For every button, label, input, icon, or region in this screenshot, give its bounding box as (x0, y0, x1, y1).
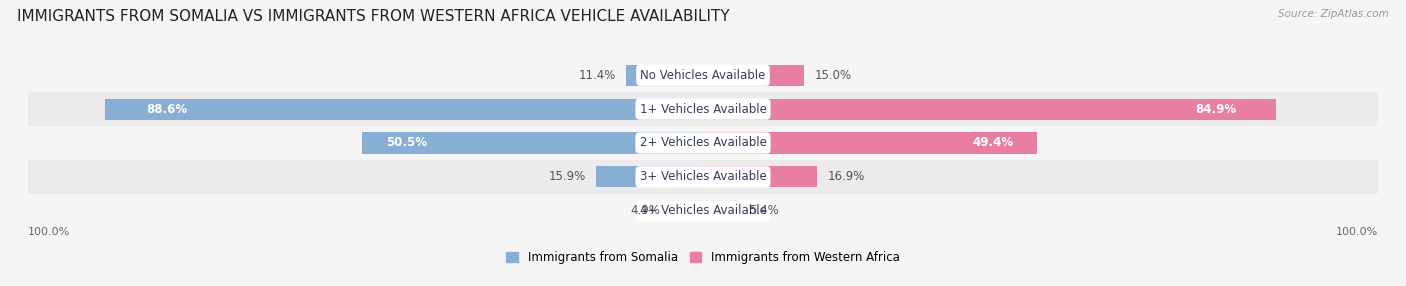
Text: Source: ZipAtlas.com: Source: ZipAtlas.com (1278, 9, 1389, 19)
Text: 15.9%: 15.9% (548, 170, 585, 183)
Bar (703, 166, 817, 187)
Bar (703, 132, 1036, 154)
Bar (703, 99, 1277, 120)
Bar (703, 200, 740, 221)
Bar (669, 200, 703, 221)
Text: 100.0%: 100.0% (1336, 227, 1378, 237)
Text: 100.0%: 100.0% (28, 227, 70, 237)
Legend: Immigrants from Somalia, Immigrants from Western Africa: Immigrants from Somalia, Immigrants from… (502, 247, 904, 269)
Text: 49.4%: 49.4% (972, 136, 1014, 150)
Text: 84.9%: 84.9% (1195, 103, 1236, 116)
Bar (28, 58, 1378, 92)
Text: IMMIGRANTS FROM SOMALIA VS IMMIGRANTS FROM WESTERN AFRICA VEHICLE AVAILABILITY: IMMIGRANTS FROM SOMALIA VS IMMIGRANTS FR… (17, 9, 730, 23)
Text: No Vehicles Available: No Vehicles Available (640, 69, 766, 82)
Bar (703, 65, 804, 86)
Text: 4.9%: 4.9% (630, 204, 659, 217)
Bar (28, 92, 1378, 126)
Text: 88.6%: 88.6% (146, 103, 187, 116)
Bar (104, 99, 703, 120)
Text: 15.0%: 15.0% (814, 69, 852, 82)
Text: 16.9%: 16.9% (827, 170, 865, 183)
Text: 1+ Vehicles Available: 1+ Vehicles Available (640, 103, 766, 116)
Text: 11.4%: 11.4% (578, 69, 616, 82)
Text: 4+ Vehicles Available: 4+ Vehicles Available (640, 204, 766, 217)
Bar (28, 194, 1378, 228)
Text: 3+ Vehicles Available: 3+ Vehicles Available (640, 170, 766, 183)
Bar (596, 166, 703, 187)
Bar (626, 65, 703, 86)
Text: 50.5%: 50.5% (385, 136, 427, 150)
Bar (361, 132, 703, 154)
Text: 5.4%: 5.4% (749, 204, 779, 217)
Bar (28, 160, 1378, 194)
Text: 2+ Vehicles Available: 2+ Vehicles Available (640, 136, 766, 150)
Bar (28, 126, 1378, 160)
